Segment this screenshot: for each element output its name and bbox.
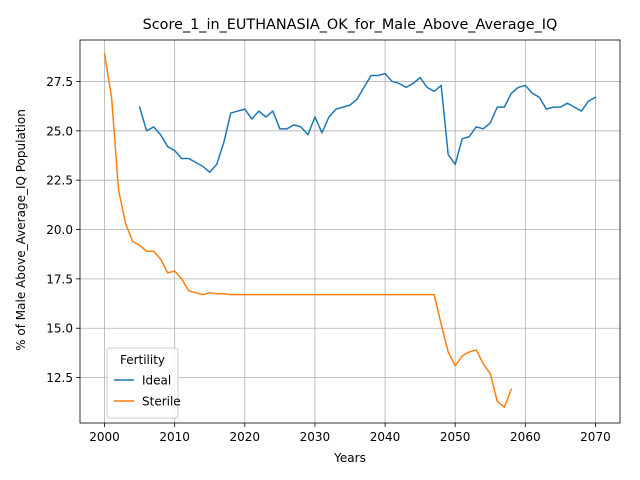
- y-tick-label: 25.0: [46, 124, 73, 138]
- x-tick-label: 2070: [580, 430, 611, 444]
- series-line-ideal: [138, 72, 597, 174]
- chart-title: Score_1_in_EUTHANASIA_OK_for_Male_Above_…: [143, 17, 558, 33]
- x-tick-label: 2040: [370, 430, 401, 444]
- legend-label-sterile: Sterile: [142, 395, 181, 409]
- legend-title: Fertility: [120, 353, 165, 367]
- x-tick-label: 2000: [89, 430, 120, 444]
- y-tick-label: 12.5: [46, 371, 73, 385]
- x-tick-label: 2050: [440, 430, 471, 444]
- y-tick-label: 22.5: [46, 174, 73, 188]
- x-tick-label: 2010: [159, 430, 190, 444]
- grid-lines: [80, 40, 620, 423]
- y-tick-label: 27.5: [46, 75, 73, 89]
- y-axis-ticks: 12.5 15.0 17.5 20.0 22.5 25.0 27.5: [46, 75, 80, 385]
- x-axis-ticks: 2000 2010 2020 2030 2040 2050 2060 2070: [89, 423, 611, 444]
- legend-label-ideal: Ideal: [142, 374, 171, 388]
- series-line-sterile: [103, 52, 513, 408]
- plot-frame: [79, 39, 621, 424]
- x-axis-label: Years: [333, 451, 366, 465]
- y-tick-label: 17.5: [46, 272, 73, 286]
- legend: Fertility Ideal Sterile: [106, 347, 181, 419]
- y-axis-label: % of Male Above_Average_IQ Population: [14, 109, 28, 351]
- y-tick-label: 20.0: [46, 223, 73, 237]
- series-lines: [103, 52, 597, 408]
- y-tick-label: 15.0: [46, 322, 73, 336]
- x-tick-label: 2020: [230, 430, 261, 444]
- x-tick-label: 2030: [300, 430, 331, 444]
- x-tick-label: 2060: [510, 430, 541, 444]
